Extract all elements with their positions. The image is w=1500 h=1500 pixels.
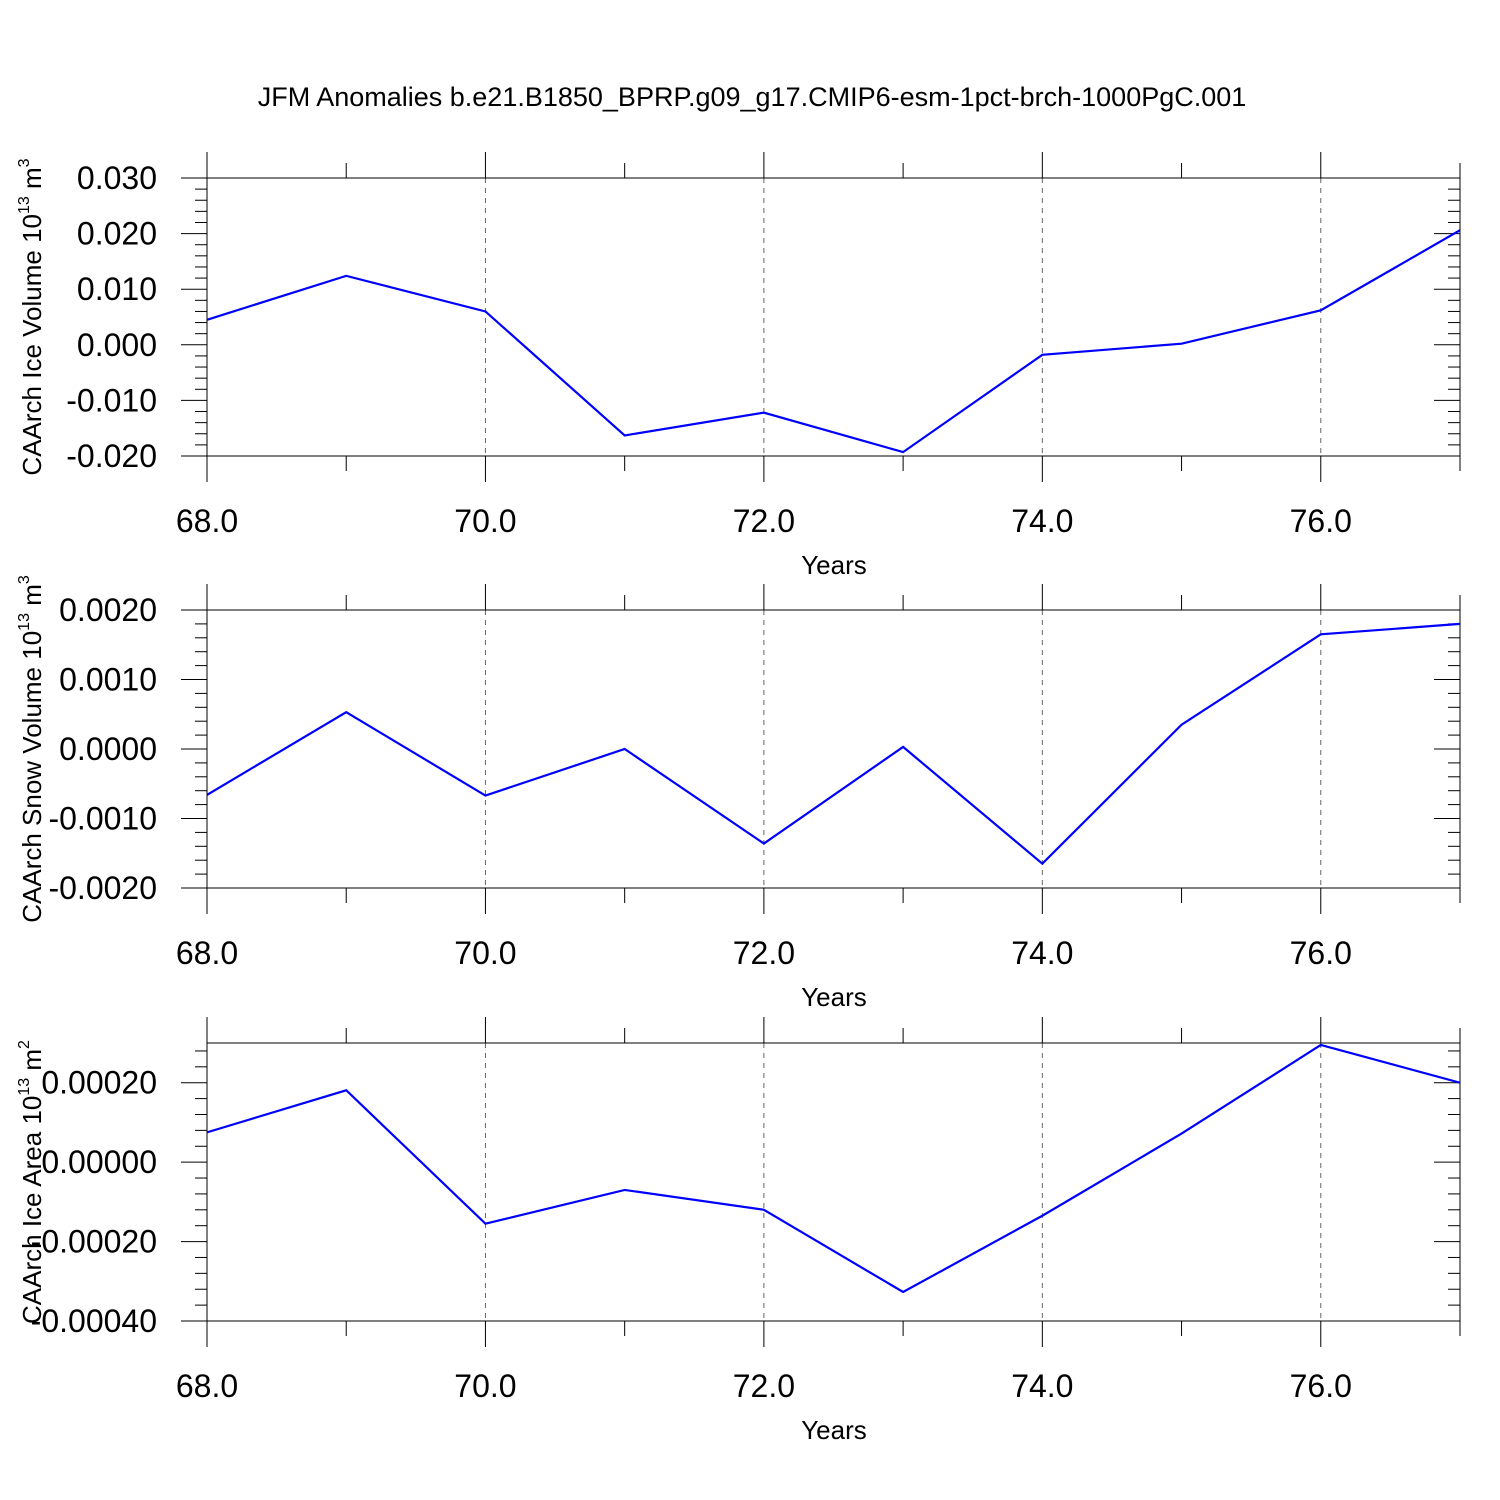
chart-title: JFM Anomalies b.e21.B1850_BPRP.g09_g17.C… <box>258 82 1247 112</box>
x-axis-label: Years <box>801 982 867 1012</box>
plot-frame <box>206 1042 1461 1322</box>
y-tick-label: -0.00040 <box>31 1303 157 1339</box>
x-tick-label: 74.0 <box>1011 503 1073 539</box>
series-line <box>207 1043 1460 1294</box>
y-tick-label: 0.0020 <box>59 592 157 628</box>
plot-frame <box>206 177 1461 457</box>
y-tick-label: -0.010 <box>66 382 157 418</box>
x-tick-label: 68.0 <box>176 935 238 971</box>
x-tick-label: 72.0 <box>733 503 795 539</box>
x-tick-label: 72.0 <box>733 1368 795 1404</box>
y-axis-label: CAArch Ice Area 1013 m2 <box>16 1040 47 1324</box>
x-tick-label: 76.0 <box>1290 503 1352 539</box>
x-tick-label: 74.0 <box>1011 935 1073 971</box>
y-tick-label: 0.0010 <box>59 662 157 698</box>
panel-3: -0.00040 -0.00020 0.00000 0.00020 68.0 70.0 72… <box>16 1017 1461 1445</box>
series-line <box>207 622 1460 866</box>
y-tick-label: 0.0000 <box>59 731 157 767</box>
y-tick-label: 0.000 <box>77 327 157 363</box>
x-tick-label: 68.0 <box>176 503 238 539</box>
y-axis-label: CAArch Ice Volume 1013 m3 <box>16 158 47 475</box>
x-tick-label: 74.0 <box>1011 1368 1073 1404</box>
y-tick-label: 0.00000 <box>41 1144 157 1180</box>
y-tick-label: 0.010 <box>77 271 157 307</box>
x-tick-label: 70.0 <box>454 1368 516 1404</box>
y-tick-label: 0.020 <box>77 216 157 252</box>
y-tick-label: -0.020 <box>66 438 157 474</box>
x-axis-label: Years <box>801 550 867 580</box>
x-tick-label: 72.0 <box>733 935 795 971</box>
y-tick-label: 0.00020 <box>41 1065 157 1101</box>
y-tick-label: 0.030 <box>77 160 157 196</box>
y-tick-label: -0.0010 <box>48 801 157 837</box>
plot-frame <box>206 609 1461 889</box>
y-tick-label: -0.0020 <box>48 870 157 906</box>
x-tick-label: 70.0 <box>454 503 516 539</box>
y-axis-label: CAArch Snow Volume 1013 m3 <box>16 575 47 923</box>
x-tick-label: 70.0 <box>454 935 516 971</box>
panel-1: -0.020 -0.010 0.000 0.010 0.020 0.030 68.0 70.0… <box>16 152 1461 580</box>
y-tick-label: -0.00020 <box>31 1224 157 1260</box>
x-tick-label: 68.0 <box>176 1368 238 1404</box>
x-axis-label: Years <box>801 1415 867 1445</box>
x-tick-label: 76.0 <box>1290 1368 1352 1404</box>
series-line <box>207 229 1460 454</box>
panel-2: -0.0020 -0.0010 0.0000 0.0010 0.0020 68.0 70.0… <box>16 575 1461 1012</box>
x-tick-label: 76.0 <box>1290 935 1352 971</box>
